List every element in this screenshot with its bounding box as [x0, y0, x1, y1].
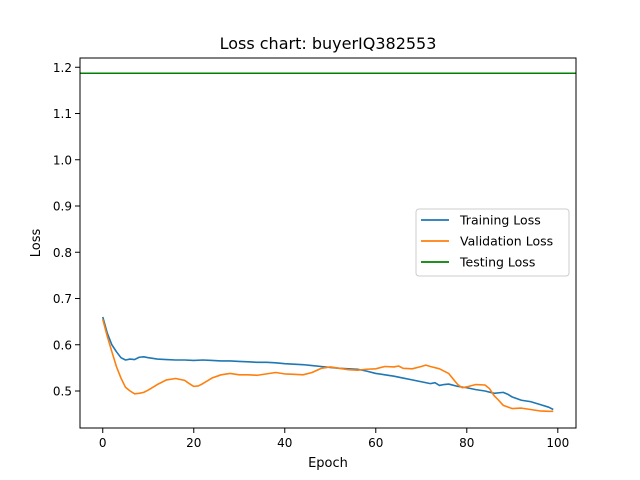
series-line-validation-loss	[101, 319, 554, 413]
y-tick-label: 1.0	[53, 153, 72, 167]
legend-label: Testing Loss	[459, 255, 535, 270]
x-tick-label: 80	[459, 436, 474, 450]
legend-box	[415, 208, 570, 277]
x-axis-ticks: 0 20 40 60 80 100	[99, 428, 569, 450]
y-tick-label: 0.9	[53, 200, 72, 214]
y-axis-ticks: 0.5 0.6 0.7 0.8 0.9 1.0 1.1 1.2	[53, 61, 80, 399]
y-axis-label: Loss	[29, 229, 44, 258]
x-tick-label: 0	[99, 436, 107, 450]
y-tick-label: 1.2	[53, 61, 72, 75]
x-tick-label: 20	[186, 436, 201, 450]
y-tick-label: 1.1	[53, 107, 72, 121]
x-tick-label: 100	[546, 436, 569, 450]
axes-frame	[79, 57, 577, 429]
series-layer	[80, 72, 576, 413]
x-tick-label: 40	[277, 436, 292, 450]
y-tick-label: 0.8	[53, 246, 72, 260]
chart-title: Loss chart: buyerIQ382553	[220, 34, 437, 53]
y-tick-label: 0.7	[53, 292, 72, 306]
x-tick-label: 60	[368, 436, 383, 450]
series-line-training-loss	[101, 316, 554, 411]
legend-label: Training Loss	[459, 213, 541, 228]
y-tick-label: 0.6	[53, 338, 72, 352]
y-tick-label: 0.5	[53, 385, 72, 399]
x-axis-label: Epoch	[308, 456, 348, 471]
legend-label: Validation Loss	[460, 234, 553, 249]
legend: Training Loss Validation Loss Testing Loss	[415, 208, 570, 277]
